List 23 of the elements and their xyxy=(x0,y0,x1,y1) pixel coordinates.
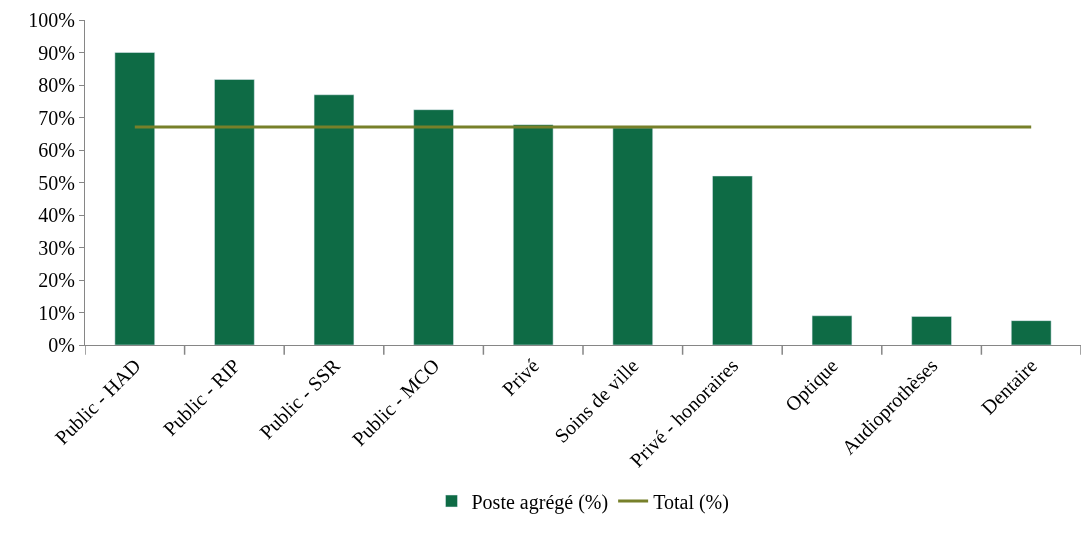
y-tick-label: 40% xyxy=(38,204,75,226)
bar xyxy=(513,124,554,345)
bar xyxy=(214,79,255,345)
y-tick-label: 10% xyxy=(38,301,75,324)
y-tick-label: 0% xyxy=(48,334,75,356)
bar xyxy=(1011,320,1052,345)
bar xyxy=(811,315,853,345)
y-tick-label: 50% xyxy=(38,171,75,194)
bar xyxy=(612,127,653,345)
y-tick-label: 60% xyxy=(38,139,75,161)
y-tick-label: 100% xyxy=(28,9,75,31)
bar xyxy=(712,175,753,345)
y-tick-label: 20% xyxy=(38,269,75,291)
bar xyxy=(911,316,952,345)
legend-label: Poste agrégé (%) xyxy=(471,490,609,514)
bar xyxy=(413,109,454,345)
y-tick-label: 70% xyxy=(38,106,75,129)
y-tick-label: 80% xyxy=(38,74,75,96)
bar xyxy=(114,52,155,345)
y-tick-label: 90% xyxy=(38,41,75,64)
bar xyxy=(313,94,355,345)
y-tick-label: 30% xyxy=(38,236,75,259)
legend-label: Total (%) xyxy=(653,490,729,514)
